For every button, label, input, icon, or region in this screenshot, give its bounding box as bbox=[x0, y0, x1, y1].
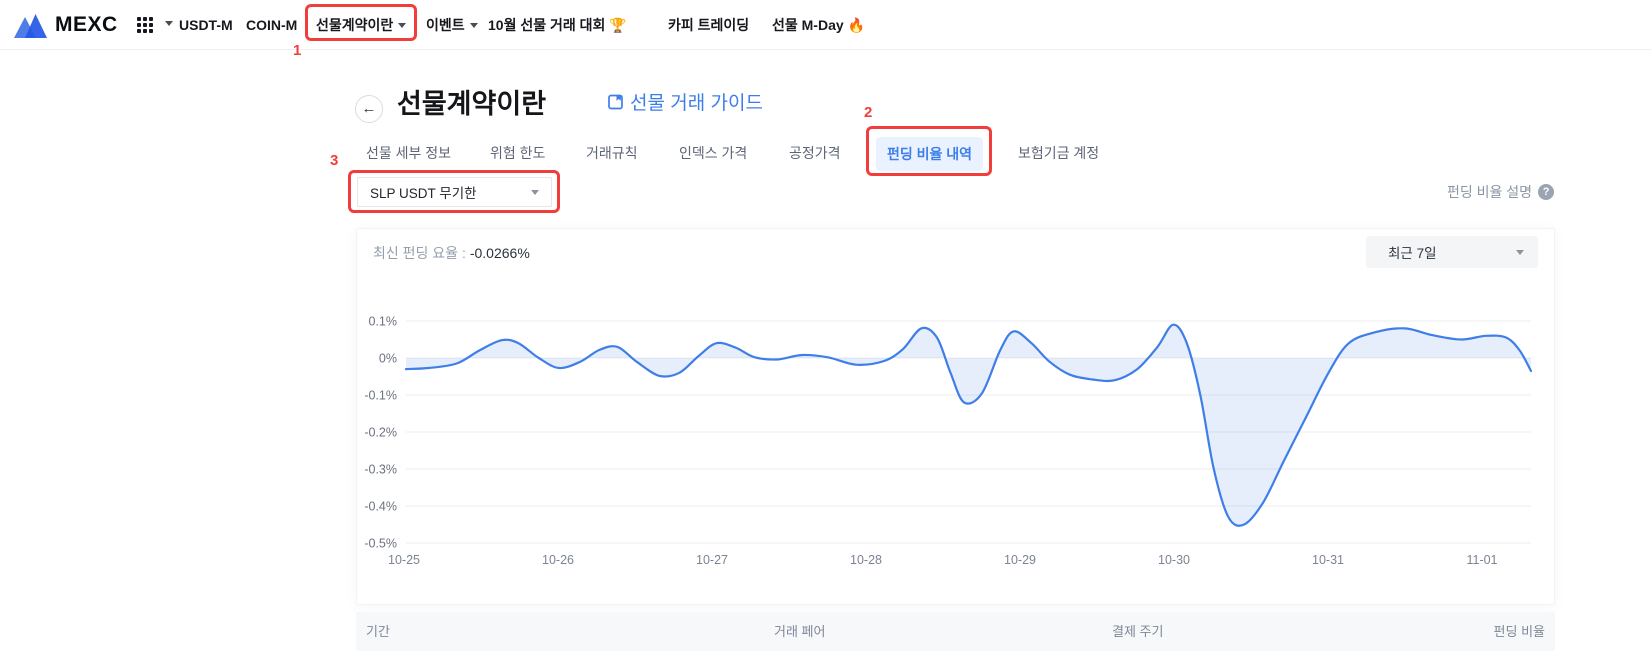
tab-index-price[interactable]: 인덱스 가격 bbox=[679, 145, 748, 161]
pair-select-value: SLP USDT 무기한 bbox=[370, 186, 477, 201]
svg-text:10-27: 10-27 bbox=[696, 553, 728, 567]
nav-october-competition[interactable]: 10월 선물 거래 대회 🏆 bbox=[488, 17, 627, 33]
chevron-down-icon bbox=[469, 22, 478, 28]
svg-text:10-29: 10-29 bbox=[1004, 553, 1036, 567]
svg-text:11-01: 11-01 bbox=[1466, 553, 1497, 567]
tab-insurance-fund[interactable]: 보험기금 계정 bbox=[1018, 145, 1100, 161]
top-navigation: MEXC USDT-M COIN-M 선물계약이란 이벤트 10월 선물 거래 … bbox=[0, 0, 1651, 50]
col-trading-pair: 거래 페어 bbox=[774, 624, 826, 639]
col-period: 기간 bbox=[366, 624, 390, 639]
annotation-number-3: 3 bbox=[330, 152, 339, 169]
svg-text:10-31: 10-31 bbox=[1312, 553, 1344, 567]
col-funding-rate: 펀딩 비율 bbox=[1493, 624, 1545, 639]
pair-select-dropdown[interactable]: SLP USDT 무기한 bbox=[357, 177, 552, 207]
nav-copy-trading[interactable]: 카피 트레이딩 bbox=[668, 17, 750, 33]
svg-text:10-26: 10-26 bbox=[542, 553, 574, 567]
funding-rate-chart[interactable]: 0.1% 0% -0.1% -0.2% -0.3% -0.4% -0.5% 10-25 10-2… bbox=[357, 301, 1556, 586]
question-mark-icon: ? bbox=[1538, 184, 1555, 200]
svg-text:-0.2%: -0.2% bbox=[364, 426, 397, 440]
nav-futures-guide-menu[interactable]: 선물계약이란 bbox=[316, 0, 407, 50]
futures-guide-link[interactable]: 선물 거래 가이드 bbox=[607, 88, 763, 115]
col-settlement-cycle: 결제 주기 bbox=[1112, 624, 1164, 639]
fire-icon: 🔥 bbox=[847, 17, 865, 33]
svg-text:0.1%: 0.1% bbox=[369, 315, 398, 329]
apps-caret-icon bbox=[165, 21, 173, 26]
tab-risk-limit[interactable]: 위험 한도 bbox=[490, 145, 546, 161]
svg-text:-0.1%: -0.1% bbox=[364, 389, 397, 403]
latest-funding-rate: 최신 펀딩 요율 : -0.0266% bbox=[373, 243, 530, 263]
nav-coin-m[interactable]: COIN-M bbox=[246, 17, 298, 33]
tab-trading-rules[interactable]: 거래규칙 bbox=[586, 145, 638, 161]
tab-funding-rate-history[interactable]: 펀딩 비율 내역 bbox=[876, 137, 984, 171]
date-range-dropdown[interactable]: 최근 7일 bbox=[1366, 236, 1538, 268]
chevron-down-icon bbox=[531, 189, 539, 195]
funding-table-header: 기간 거래 페어 결제 주기 펀딩 비율 bbox=[356, 612, 1555, 651]
svg-text:-0.5%: -0.5% bbox=[364, 537, 397, 551]
nav-m-day[interactable]: 선물 M-Day 🔥 bbox=[772, 17, 865, 33]
svg-text:10-28: 10-28 bbox=[850, 553, 882, 567]
page-title: 선물계약이란 bbox=[397, 89, 547, 119]
funding-rate-chart-card: 최신 펀딩 요율 : -0.0266% 최근 7일 0.1% 0% -0.1% -0.2… bbox=[356, 228, 1555, 605]
nav-usdt-m[interactable]: USDT-M bbox=[179, 17, 233, 33]
annotation-number-1: 1 bbox=[293, 42, 302, 59]
tab-futures-details[interactable]: 선물 세부 정보 bbox=[366, 145, 452, 161]
funding-rate-help-link[interactable]: 펀딩 비율 설명 ? bbox=[1447, 182, 1555, 202]
mexc-logo[interactable]: MEXC bbox=[14, 12, 118, 38]
apps-grid-icon[interactable] bbox=[137, 17, 153, 33]
svg-text:-0.3%: -0.3% bbox=[364, 463, 397, 477]
chevron-down-icon bbox=[1516, 249, 1524, 255]
mexc-mountain-icon bbox=[14, 14, 47, 38]
svg-text:-0.4%: -0.4% bbox=[364, 500, 397, 514]
guide-book-icon bbox=[608, 94, 623, 109]
svg-text:0%: 0% bbox=[379, 352, 397, 366]
back-button[interactable]: ← bbox=[355, 95, 383, 123]
chevron-down-icon bbox=[398, 22, 407, 28]
date-range-value: 최근 7일 bbox=[1388, 246, 1437, 261]
annotation-number-2: 2 bbox=[864, 104, 873, 121]
svg-text:10-30: 10-30 bbox=[1158, 553, 1190, 567]
trophy-icon: 🏆 bbox=[609, 17, 627, 33]
logo-text: MEXC bbox=[55, 13, 118, 36]
latest-funding-rate-label: 최신 펀딩 요율 : bbox=[373, 245, 466, 261]
tab-fair-price[interactable]: 공정가격 bbox=[789, 145, 841, 161]
nav-events-menu[interactable]: 이벤트 bbox=[426, 0, 478, 50]
latest-funding-rate-value: -0.0266% bbox=[469, 245, 530, 261]
svg-text:10-25: 10-25 bbox=[388, 553, 420, 567]
